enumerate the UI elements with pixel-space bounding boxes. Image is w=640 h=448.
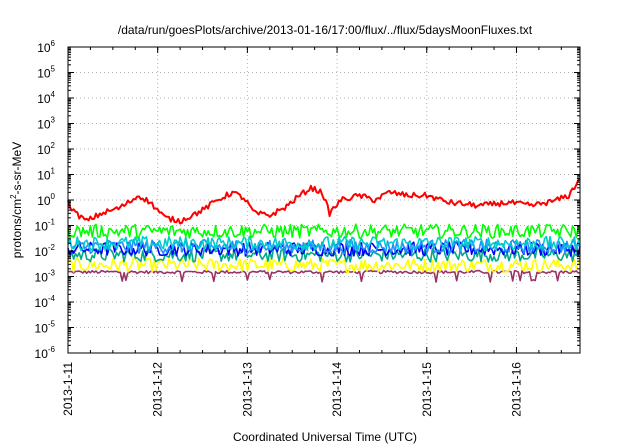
y-tick-label: 102: [37, 141, 55, 157]
series-line: [67, 247, 581, 263]
y-axis-ticks: 10-6 10-5 10-4 10-3 10-2 10-1 100 101 102 103 104 1…: [35, 39, 580, 361]
x-tick-label: 2013-1-15: [420, 362, 434, 417]
y-tick-label: 10-4: [35, 294, 56, 310]
series-line: [67, 178, 581, 225]
y-tick-label: 105: [37, 65, 55, 81]
series-layer: [67, 178, 581, 283]
x-axis-label: Coordinated Universal Time (UTC): [233, 430, 417, 444]
y-tick-label: 10-6: [35, 345, 56, 361]
y-tick-label: 100: [37, 192, 55, 208]
x-tick-label: 2013-1-12: [151, 362, 165, 417]
series-line: [67, 257, 581, 273]
y-tick-label: 10-2: [35, 243, 56, 259]
y-axis-label: protons/cm2-s-sr-MeV: [9, 142, 24, 258]
x-tick-label: 2013-1-16: [509, 362, 523, 417]
series-line: [67, 235, 581, 252]
y-tick-label: 106: [37, 39, 55, 55]
x-axis-ticks: 2013-1-11 2013-1-12 2013-1-13 2013-1-14 2013…: [61, 47, 562, 417]
y-tick-label: 104: [37, 90, 55, 106]
y-tick-label: 10-3: [35, 269, 56, 285]
x-tick-label: 2013-1-14: [330, 362, 344, 417]
series-line: [67, 223, 581, 239]
y-tick-label: 103: [37, 116, 55, 132]
x-tick-label: 2013-1-13: [240, 362, 254, 417]
y-tick-label: 10-5: [35, 320, 56, 336]
chart-title: /data/run/goesPlots/archive/2013-01-16/1…: [118, 23, 533, 37]
y-tick-label: 10-1: [35, 218, 56, 234]
y-tick-label: 101: [37, 167, 55, 183]
x-tick-label: 2013-1-11: [61, 362, 75, 416]
